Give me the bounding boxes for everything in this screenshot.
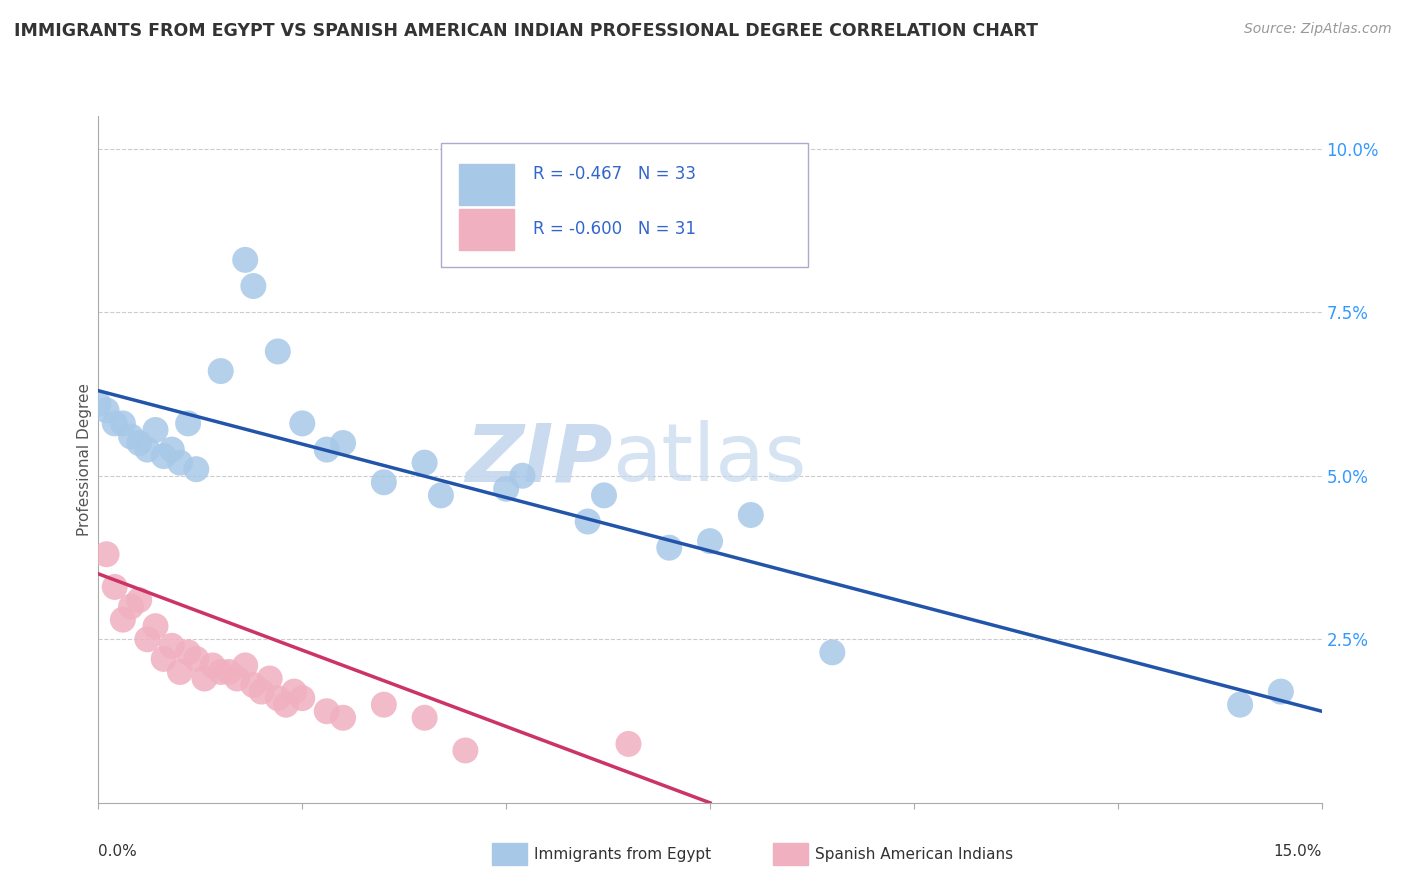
Point: [145, 423, 167, 437]
Point: [193, 672, 215, 686]
Point: [218, 665, 240, 679]
Point: [128, 436, 150, 450]
Text: IMMIGRANTS FROM EGYPT VS SPANISH AMERICAN INDIAN PROFESSIONAL DEGREE CORRELATION: IMMIGRANTS FROM EGYPT VS SPANISH AMERICA…: [14, 22, 1038, 40]
FancyBboxPatch shape: [441, 144, 808, 267]
Point: [104, 417, 127, 431]
Point: [454, 743, 477, 757]
Point: [145, 619, 167, 633]
Point: [413, 711, 436, 725]
Point: [315, 704, 337, 718]
Point: [209, 364, 232, 378]
Point: [128, 593, 150, 607]
Point: [152, 652, 174, 666]
Point: [111, 417, 134, 431]
Point: [267, 344, 290, 359]
Point: [96, 403, 118, 417]
Point: [576, 515, 599, 529]
Point: [250, 684, 273, 698]
Point: [111, 613, 134, 627]
Point: [274, 698, 297, 712]
Point: [259, 672, 281, 686]
Text: atlas: atlas: [612, 420, 807, 499]
Point: [233, 658, 256, 673]
Point: [593, 488, 616, 502]
Point: [177, 645, 200, 659]
Point: [291, 691, 314, 706]
Point: [201, 658, 224, 673]
Point: [1229, 698, 1251, 712]
Text: Spanish American Indians: Spanish American Indians: [815, 847, 1014, 862]
Point: [315, 442, 337, 457]
Y-axis label: Professional Degree: Professional Degree: [77, 383, 91, 536]
Bar: [460, 164, 515, 205]
Point: [740, 508, 762, 522]
Point: [120, 599, 142, 614]
Point: [291, 417, 314, 431]
Text: 0.0%: 0.0%: [98, 844, 138, 859]
Point: [242, 678, 264, 692]
Point: [699, 534, 721, 549]
Point: [136, 632, 159, 647]
Point: [169, 665, 191, 679]
Point: [332, 436, 354, 450]
Point: [413, 456, 436, 470]
Point: [226, 672, 249, 686]
Text: 15.0%: 15.0%: [1274, 844, 1322, 859]
Point: [160, 639, 183, 653]
Point: [373, 698, 395, 712]
Point: [512, 468, 534, 483]
Point: [332, 711, 354, 725]
Point: [186, 462, 208, 476]
Text: Immigrants from Egypt: Immigrants from Egypt: [534, 847, 711, 862]
Point: [267, 691, 290, 706]
Bar: [460, 209, 515, 250]
Point: [373, 475, 395, 490]
Point: [160, 442, 183, 457]
Point: [242, 279, 264, 293]
Text: Source: ZipAtlas.com: Source: ZipAtlas.com: [1244, 22, 1392, 37]
Point: [169, 456, 191, 470]
Point: [96, 547, 118, 561]
Point: [186, 652, 208, 666]
Point: [495, 482, 517, 496]
Point: [430, 488, 453, 502]
Point: [233, 252, 256, 267]
Text: R = -0.600   N = 31: R = -0.600 N = 31: [533, 220, 696, 238]
Text: R = -0.467   N = 33: R = -0.467 N = 33: [533, 165, 696, 184]
Point: [658, 541, 681, 555]
Point: [120, 429, 142, 443]
Point: [209, 665, 232, 679]
Point: [104, 580, 127, 594]
Point: [1270, 684, 1292, 698]
Point: [136, 442, 159, 457]
Point: [152, 449, 174, 463]
Text: ZIP: ZIP: [465, 420, 612, 499]
Point: [617, 737, 640, 751]
Point: [177, 417, 200, 431]
Point: [821, 645, 844, 659]
Point: [283, 684, 305, 698]
Point: [87, 397, 110, 411]
